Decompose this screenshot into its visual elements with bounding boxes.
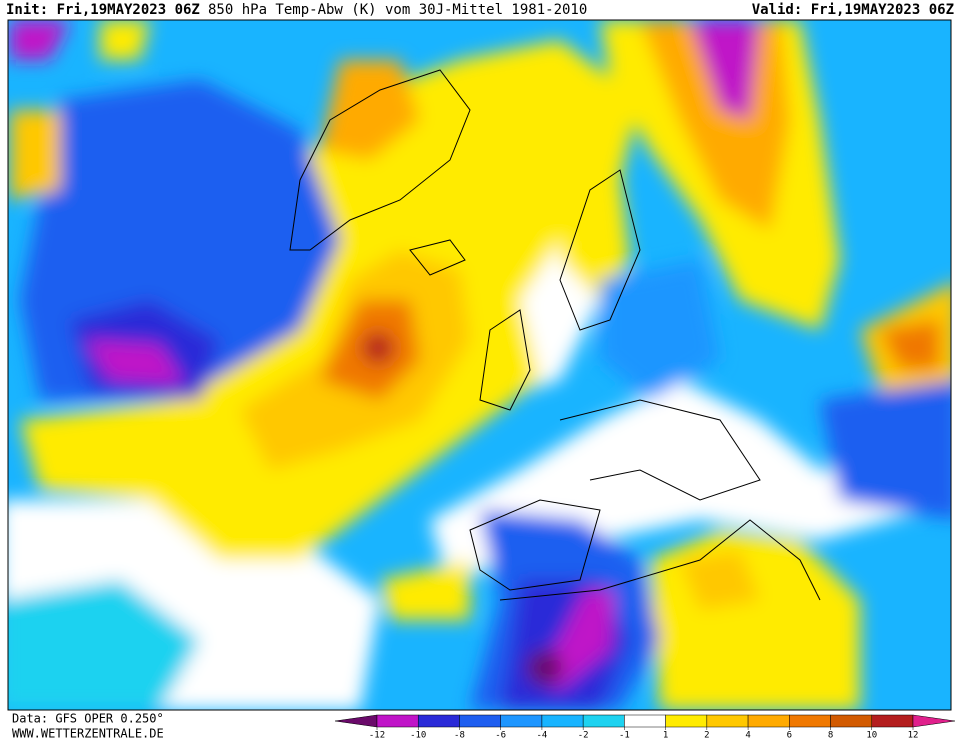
colorbar-tick-label: -4: [537, 731, 548, 741]
colorbar-segment: [747, 714, 790, 728]
map-title: 850 hPa Temp-Abw (K) vom 30J-Mittel 1981…: [208, 2, 587, 18]
data-source: Data: GFS OPER 0.250°: [12, 712, 164, 726]
coastlines: [289, 69, 821, 601]
colorbar-tick-label: 8: [828, 731, 833, 741]
colorbar-segment: [459, 714, 501, 728]
colorbar-segment: [665, 714, 708, 728]
colorbar-segment: [789, 714, 831, 728]
colorbar-tick-label: -1: [619, 731, 630, 741]
colorbar-segment: [500, 714, 543, 728]
colorbar-tick-label: 2: [704, 731, 709, 741]
colorbar-segment: [582, 714, 625, 728]
colorbar-segment: [376, 714, 419, 728]
init-label: Init: Fri,19MAY2023 06Z: [6, 2, 200, 18]
anomaly-field: [8, 20, 951, 710]
website: WWW.WETTERZENTRALE.DE: [12, 727, 164, 741]
colorbar-segment: [830, 714, 873, 728]
map-frame: [7, 19, 952, 711]
colorbar-arrow: [912, 714, 956, 728]
colorbar-tick-label: 6: [787, 731, 792, 741]
colorbar: -12 -10 -8 -6 -4 -2 -1 1 2 4 6 8 10 12: [334, 714, 956, 741]
colorbar-tick-label: 12: [908, 731, 919, 741]
map: [8, 20, 951, 710]
colorbar-tick-label: -6: [495, 731, 506, 741]
valid-label: Valid: Fri,19MAY2023 06Z: [752, 2, 954, 18]
colorbar-tick-label: -12: [369, 731, 385, 741]
colorbar-segment: [871, 714, 914, 728]
colorbar-tick-label: 4: [745, 731, 750, 741]
colorbar-tick-label: -10: [410, 731, 426, 741]
colorbar-segment: [541, 714, 584, 728]
colorbar-tick-label: 1: [663, 731, 668, 741]
colorbar-tick-label: -2: [578, 731, 589, 741]
colorbar-segment: [624, 714, 666, 728]
colorbar-tick-label: -8: [454, 731, 465, 741]
colorbar-tick-label: 10: [866, 731, 877, 741]
colorbar-segment: [417, 714, 460, 728]
colorbar-segment: [706, 714, 749, 728]
